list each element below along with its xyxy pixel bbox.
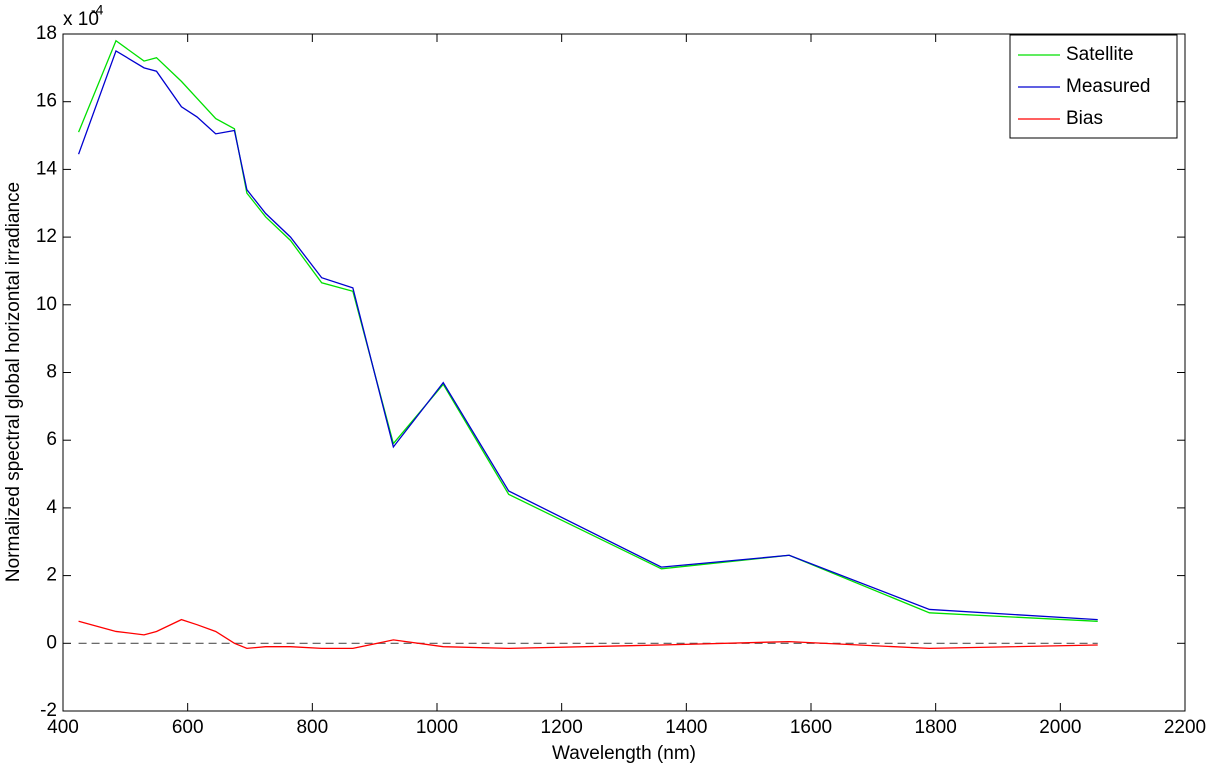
y-tick-label: 8 [46, 362, 57, 383]
series-line [77, 49, 1098, 621]
legend-label: Satellite [1066, 44, 1134, 65]
y-tick-label: 12 [36, 226, 57, 247]
x-tick-label: 1000 [416, 717, 458, 738]
series-line [77, 39, 1098, 622]
y-multiplier-exponent: -4 [91, 2, 104, 18]
y-multiplier: x 10 [63, 9, 99, 30]
x-tick-label: 600 [172, 717, 204, 738]
y-tick-label: 2 [46, 565, 57, 586]
x-tick-label: 400 [47, 717, 79, 738]
x-axis-label: Wavelength (nm) [552, 743, 696, 764]
x-tick-label: 2200 [1164, 717, 1206, 738]
x-tick-label: 1400 [665, 717, 707, 738]
y-tick-label: 4 [46, 497, 57, 518]
y-tick-label: 16 [36, 91, 57, 112]
x-tick-label: 1800 [915, 717, 957, 738]
legend-label: Measured [1066, 76, 1151, 97]
y-tick-label: -2 [40, 700, 57, 721]
plot-area [62, 33, 1186, 712]
y-axis-label: Normalized spectral global horizontal ir… [3, 182, 24, 582]
y-tick-label: 10 [36, 294, 57, 315]
y-tick-label: 14 [36, 158, 58, 179]
y-tick-label: 18 [36, 23, 57, 44]
x-tick-label: 2000 [1039, 717, 1081, 738]
x-tick-label: 1600 [790, 717, 832, 738]
y-tick-label: 0 [46, 632, 57, 653]
y-tick-label: 6 [46, 429, 57, 450]
x-tick-label: 800 [296, 717, 328, 738]
legend-label: Bias [1066, 108, 1103, 129]
x-tick-label: 1200 [541, 717, 583, 738]
series-line [78, 618, 1098, 650]
